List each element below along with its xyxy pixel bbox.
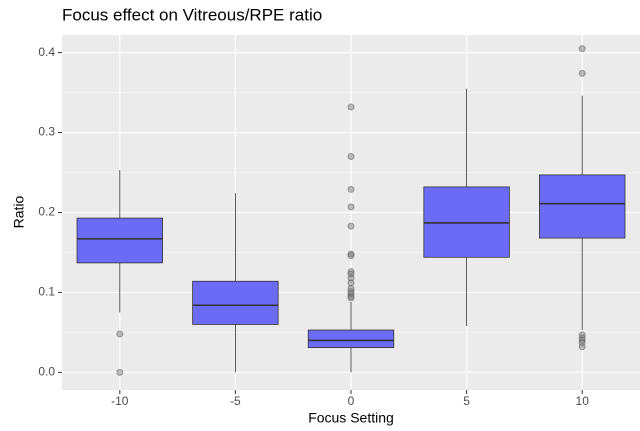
y-tick-label: 0.4 [38, 45, 55, 59]
x-tick-label: 5 [463, 394, 470, 408]
outlier [347, 103, 355, 111]
outlier [116, 368, 124, 376]
x-tick-label: -10 [111, 394, 129, 408]
outlier [347, 153, 355, 161]
y-tick-label: 0.3 [38, 125, 55, 139]
outlier [347, 203, 355, 211]
outlier [578, 69, 586, 77]
y-tick-label: 0.2 [38, 205, 55, 219]
outlier [347, 252, 355, 260]
box [307, 329, 395, 349]
outlier [347, 185, 355, 193]
outlier [578, 343, 586, 351]
x-axis-label: Focus Setting [308, 410, 394, 426]
y-tick-label: 0.1 [38, 285, 55, 299]
box [76, 217, 163, 264]
y-tick-label: 0.0 [38, 365, 55, 379]
outlier [116, 330, 124, 338]
outlier [347, 294, 355, 302]
y-axis-label: Ratio [11, 195, 27, 228]
chart-title: Focus effect on Vitreous/RPE ratio [62, 5, 322, 24]
box [192, 280, 279, 325]
outlier [347, 222, 355, 230]
x-tick-label: 10 [576, 394, 590, 408]
x-tick-label: 0 [348, 394, 355, 408]
x-tick-label: -5 [230, 394, 241, 408]
outlier [578, 45, 586, 53]
box [539, 174, 626, 239]
